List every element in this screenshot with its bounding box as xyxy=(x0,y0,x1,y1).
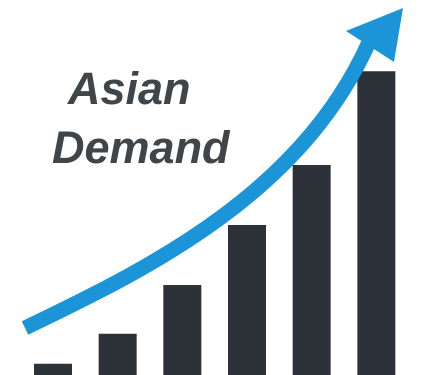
trend-arrow-head xyxy=(346,8,403,62)
bar-group xyxy=(34,71,396,375)
bar-3 xyxy=(163,285,202,375)
chart-title-line-1: Asian xyxy=(67,63,191,114)
bar-4 xyxy=(228,225,266,375)
bar-6 xyxy=(357,71,396,375)
bar-5 xyxy=(292,165,331,375)
chart-title-line-2: Demand xyxy=(52,122,231,173)
trend-arrow xyxy=(21,25,382,335)
bar-2 xyxy=(98,333,137,375)
bar-1 xyxy=(34,363,72,375)
